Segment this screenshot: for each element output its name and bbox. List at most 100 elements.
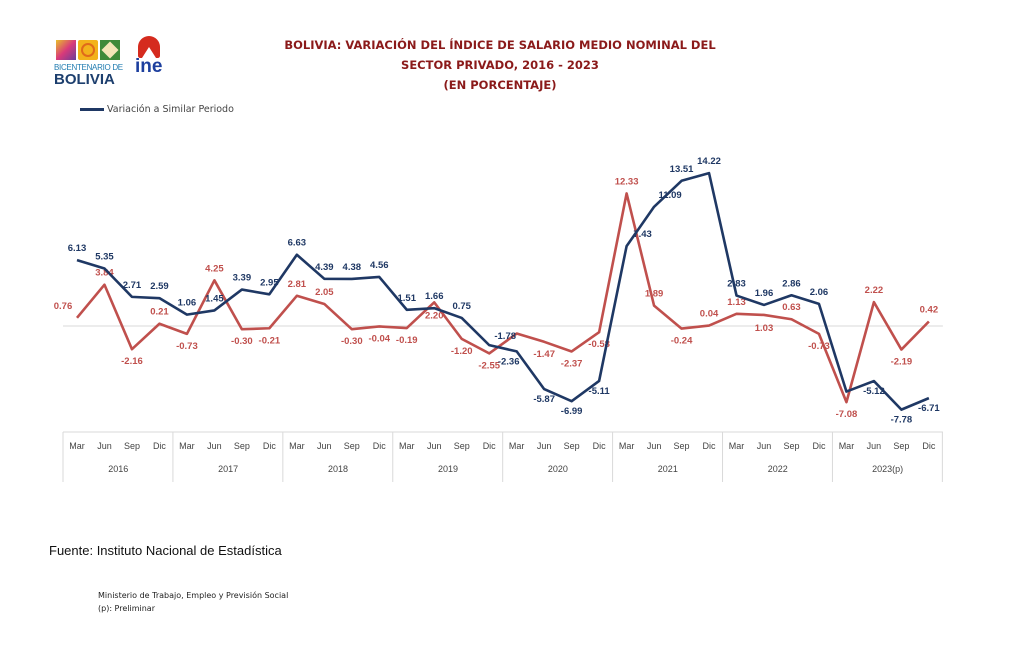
data-label-blue: -1.78 (494, 331, 516, 342)
data-label-blue: 0.75 (452, 301, 471, 312)
data-label-red: 1.03 (755, 323, 774, 334)
x-tick-label: Mar (839, 441, 855, 451)
data-label-blue: 6.13 (68, 243, 87, 254)
x-tick-label: Sep (564, 441, 580, 451)
data-label-red: -2.55 (478, 360, 500, 371)
data-label-blue: 1.45 (205, 293, 224, 304)
x-tick-label: Sep (234, 441, 250, 451)
data-label-blue: -5.87 (533, 394, 555, 405)
data-label-red: -0.30 (341, 336, 363, 347)
x-tick-label: Dic (703, 441, 716, 451)
data-label-blue: -7.78 (891, 415, 913, 426)
x-tick-label: Dic (593, 441, 606, 451)
data-label-red: 0.04 (700, 309, 719, 320)
x-year-label: 2022 (768, 464, 788, 474)
data-label-blue: 2.06 (810, 287, 829, 298)
data-label-red: -0.21 (259, 335, 281, 346)
x-tick-label: Dic (153, 441, 166, 451)
x-tick-label: Mar (729, 441, 745, 451)
x-year-label: 2023(p) (872, 464, 903, 474)
x-tick-label: Jun (647, 441, 662, 451)
chart-title-line-1: BOLIVIA: VARIACIÓN DEL ÍNDICE DE SALARIO… (284, 38, 716, 52)
legend-label: Variación a Similar Periodo (107, 104, 234, 115)
x-tick-label: Dic (922, 441, 935, 451)
data-label-red: 4.25 (205, 263, 224, 274)
data-label-blue: -2.36 (498, 356, 520, 367)
x-tick-label: Mar (619, 441, 635, 451)
legend: Variación a Similar Periodo (80, 104, 234, 115)
ine-logo: ine (135, 36, 165, 98)
x-tick-label: Sep (124, 441, 140, 451)
x-tick-label: Mar (509, 441, 525, 451)
x-tick-label: Dic (812, 441, 825, 451)
data-label-red: -1.47 (533, 349, 555, 360)
data-label-blue: -5.12 (863, 386, 885, 397)
data-label-red: 2.20 (425, 310, 444, 321)
x-tick-label: Jun (867, 441, 882, 451)
data-label-blue: 4.56 (370, 260, 389, 271)
x-year-label: 2020 (548, 464, 568, 474)
data-label-red: 0.63 (782, 302, 801, 313)
data-label-blue: 6.63 (288, 238, 307, 249)
data-label-blue: 13.51 (670, 164, 694, 175)
x-tick-label: Jun (317, 441, 332, 451)
x-tick-label: Mar (289, 441, 305, 451)
data-label-blue: 4.38 (343, 262, 362, 273)
data-label-red: 1.89 (645, 289, 664, 300)
data-label-red: 3.84 (95, 268, 114, 279)
x-tick-label: Sep (893, 441, 909, 451)
data-label-blue: 7.43 (633, 229, 652, 240)
data-label-blue: -6.71 (918, 403, 940, 414)
bicentenario-logo: BICENTENARIO DE BOLIVIA (54, 40, 124, 100)
source-text: Fuente: Instituto Nacional de Estadístic… (49, 543, 282, 558)
data-label-blue: 5.35 (95, 251, 114, 262)
data-label-blue: 1.66 (425, 291, 444, 302)
data-label-red: 0.76 (54, 301, 73, 312)
x-year-label: 2019 (438, 464, 458, 474)
x-tick-label: Dic (483, 441, 496, 451)
series-line-red (75, 192, 930, 404)
x-tick-label: Jun (207, 441, 222, 451)
data-label-blue: 1.06 (178, 298, 197, 309)
data-label-red: -2.19 (891, 357, 913, 368)
x-tick-label: Dic (373, 441, 386, 451)
data-label-blue: 4.39 (315, 262, 334, 273)
x-tick-label: Jun (97, 441, 112, 451)
chart-title-line-3: (EN PORCENTAJE) (443, 78, 557, 92)
data-label-blue: -5.11 (589, 386, 611, 397)
data-label-red: -0.58 (588, 339, 610, 350)
x-tick-label: Mar (179, 441, 195, 451)
x-year-label: 2021 (658, 464, 678, 474)
data-label-blue: 2.59 (150, 281, 169, 292)
series-line-blue (76, 171, 930, 411)
data-label-red: 2.22 (865, 285, 884, 296)
data-label-blue: 14.22 (697, 156, 721, 167)
x-tick-label: Sep (783, 441, 799, 451)
data-label-red: -1.20 (451, 346, 473, 357)
data-label-blue: 3.39 (233, 273, 252, 284)
data-label-red: 0.21 (150, 307, 169, 318)
x-tick-label: Jun (757, 441, 772, 451)
data-label-red: 12.33 (615, 176, 639, 187)
x-tick-label: Jun (427, 441, 442, 451)
x-tick-label: Jun (537, 441, 552, 451)
x-tick-label: Sep (344, 441, 360, 451)
x-tick-label: Sep (454, 441, 470, 451)
data-label-blue: 2.86 (782, 278, 801, 289)
data-label-blue: -6.99 (561, 406, 583, 417)
data-label-red: -0.04 (368, 333, 390, 344)
chart-title-line-2: SECTOR PRIVADO, 2016 - 2023 (401, 58, 599, 72)
data-label-blue: 2.71 (123, 280, 142, 291)
data-label-red: -0.19 (396, 335, 418, 346)
x-tick-label: Sep (674, 441, 690, 451)
data-label-blue: 2.83 (727, 279, 746, 290)
x-year-label: 2018 (328, 464, 348, 474)
preliminary-note: (p): Preliminar (98, 604, 155, 613)
data-label-red: -2.37 (561, 358, 583, 369)
x-year-label: 2017 (218, 464, 238, 474)
data-label-red: -0.30 (231, 336, 253, 347)
data-label-red: -7.08 (836, 409, 858, 420)
data-label-blue: 1.51 (398, 293, 417, 304)
